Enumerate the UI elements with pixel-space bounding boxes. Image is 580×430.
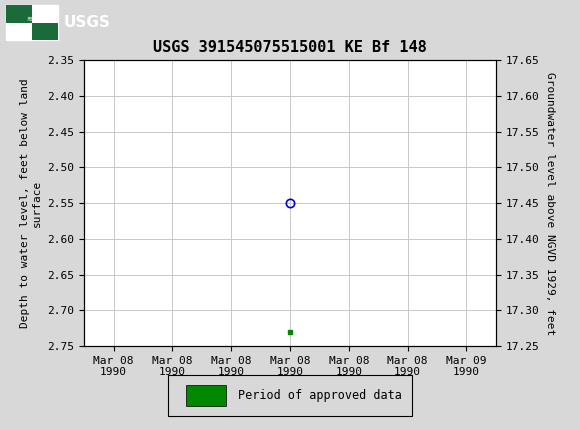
Bar: [6, 6, 58, 40]
Bar: [32, 22, 58, 40]
Text: Period of approved data: Period of approved data: [238, 389, 402, 402]
Y-axis label: Groundwater level above NGVD 1929, feet: Groundwater level above NGVD 1929, feet: [545, 71, 555, 335]
Text: USGS: USGS: [64, 15, 111, 30]
Y-axis label: Depth to water level, feet below land
surface: Depth to water level, feet below land su…: [20, 78, 42, 328]
Bar: [186, 385, 226, 406]
Text: ≋: ≋: [26, 16, 32, 22]
Title: USGS 391545075515001 KE Bf 148: USGS 391545075515001 KE Bf 148: [153, 40, 427, 55]
Bar: [168, 375, 412, 416]
Bar: [6, 6, 32, 22]
